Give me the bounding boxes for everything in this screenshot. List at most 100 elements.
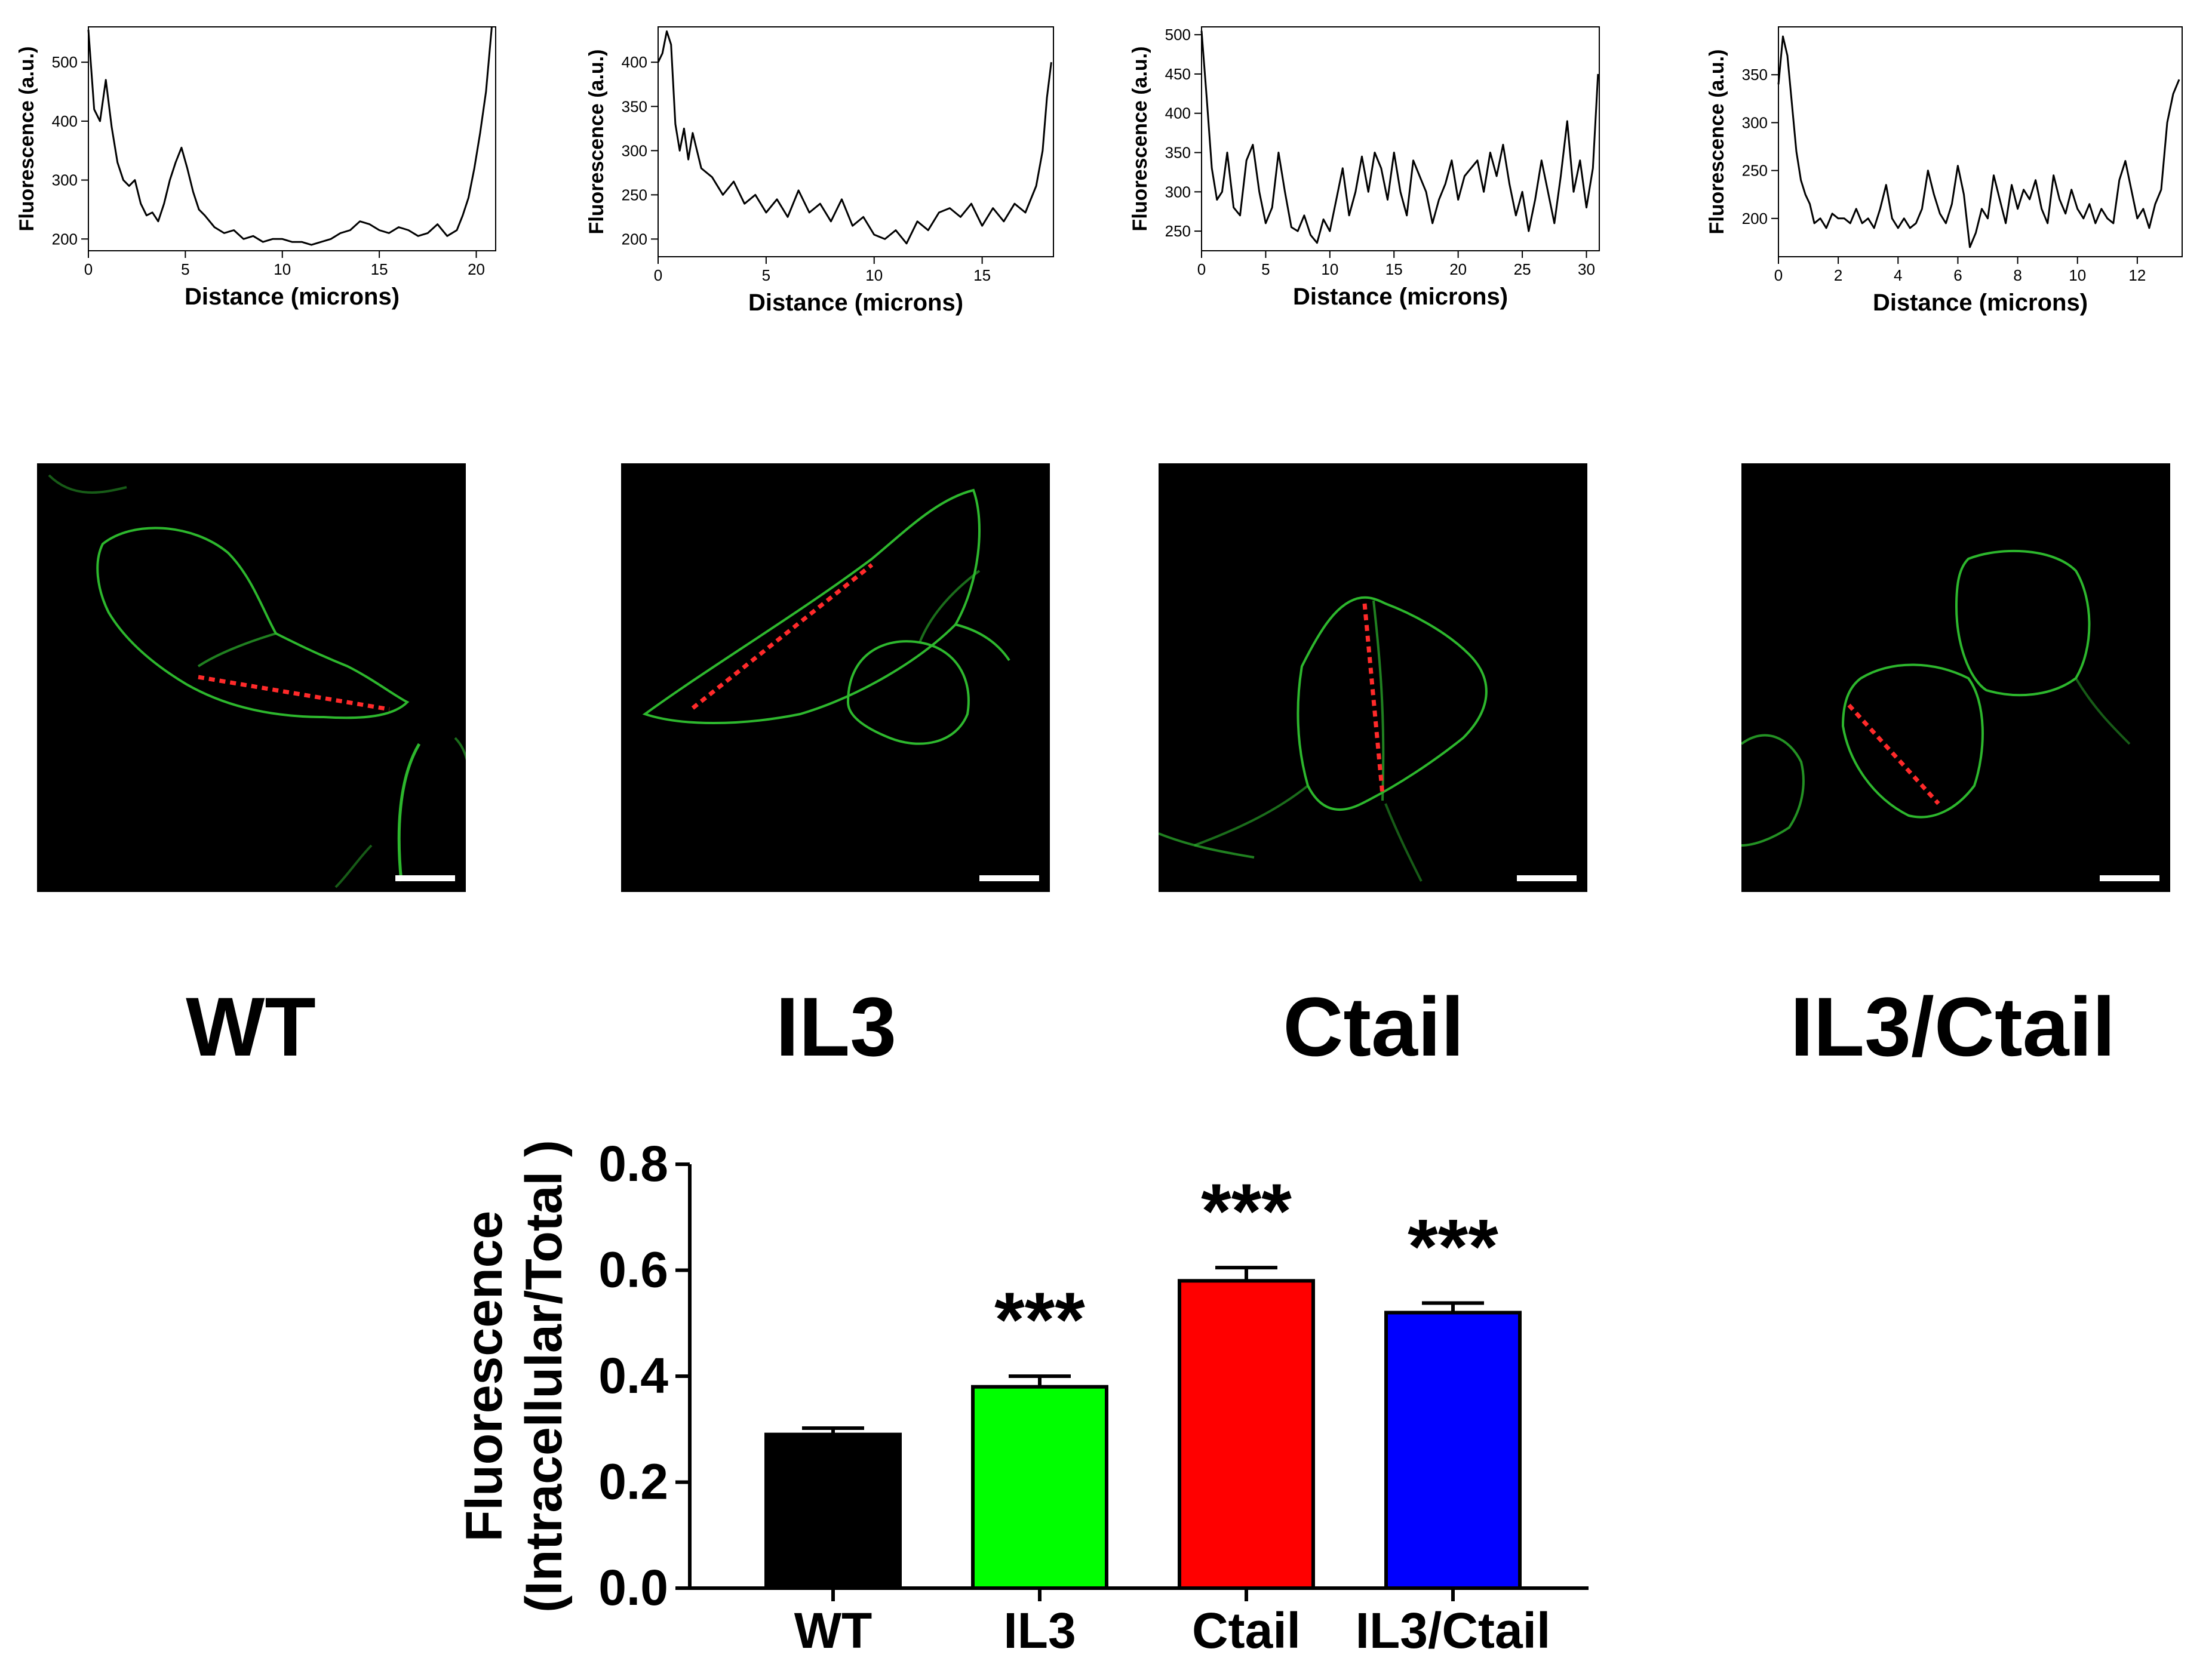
scale-bar [2100,875,2159,881]
x-tick-label: 10 [865,266,883,284]
x-tick-label: 30 [1578,260,1595,278]
line-profile-chart-il3: 0 5 10 15 200 250 300 350 400 Distance (microns) F… [585,26,1054,316]
profile-line [1777,35,2180,248]
y-tick-label: 300 [1742,113,1768,131]
cell-membrane [642,488,1010,745]
micrograph-wt [37,463,466,892]
x-tick-label: 15 [973,266,991,284]
y-tick-label: 200 [622,230,647,248]
y-axis-label: Fluorescence (a.u.) [585,50,608,235]
micrograph-il3 [621,463,1050,892]
y-tick-label: 350 [1742,66,1768,84]
x-tick-label: 10 [274,260,291,278]
condition-label-wt: WT [186,980,316,1073]
line-scan-trace [1362,603,1385,795]
condition-label-il3-ctail: IL3/Ctail [1790,980,2116,1073]
y-tick-label: 400 [52,112,78,130]
micrograph-il3-ctail [1741,463,2170,892]
y-axis-label-line2: (Intracellular/Total ) [515,1140,573,1613]
y-tick-label: 300 [1165,183,1191,201]
x-tick-label: 10 [2069,266,2086,284]
x-tick-label: IL3/Ctail [1356,1602,1551,1658]
line-profile-chart-ctail: 0 5 10 15 20 25 30 250 300 350 400 450 500 Distance (… [1129,26,1600,310]
line-profile-chart-il3-ctail: 0 2 4 6 8 10 12 200 250 300 350 Distance (microns) F… [1706,26,2183,316]
y-tick-label: 0.4 [598,1348,668,1404]
condition-label-ctail: Ctail [1283,980,1464,1073]
y-tick-label: 0.2 [598,1454,668,1510]
line-profile-chart-wt: 0 5 10 15 20 200 300 400 500 Distance (microns) Fl… [16,26,496,310]
x-tick-label: 0 [1197,260,1206,278]
significance-annotation: *** [1408,1203,1498,1290]
y-tick-label: 200 [52,230,78,248]
x-tick-label: WT [794,1602,872,1658]
y-axis-label: Fluorescence (a.u.) [1706,50,1728,235]
scale-bar [395,875,455,881]
y-tick-label: 400 [1165,104,1191,122]
x-axis-label: Distance (microns) [1293,284,1508,310]
plot-frame [1778,26,2183,257]
x-tick-label: 0 [654,266,662,284]
x-tick-label: 12 [2128,266,2146,284]
y-tick-label: 0.6 [598,1242,668,1298]
x-tick-label: 15 [371,260,388,278]
x-tick-label: 0 [84,260,93,278]
line-scan-trace [1847,703,1940,805]
x-tick-label: Ctail [1192,1602,1301,1658]
y-tick-label: 250 [1165,222,1191,240]
x-tick-label: 0 [1774,266,1783,284]
significance-annotation: *** [1201,1167,1292,1254]
y-tick-label: 350 [622,97,647,115]
y-axis-label-line1: Fluorescence [456,1211,513,1542]
x-tick-label: 2 [1834,266,1842,284]
cell-membrane [1159,596,1488,882]
y-axis-label: Fluorescence (a.u.) [1129,47,1151,232]
profile-line [87,26,493,246]
y-tick-label: 250 [622,186,647,204]
x-tick-label: 15 [1385,260,1403,278]
y-axis-label: Fluorescence (a.u.) [16,47,38,232]
plot-frame [1201,26,1600,251]
plot-frame [658,26,1054,257]
bar-3 [1384,1311,1522,1590]
cell-membrane [1741,549,2131,847]
x-tick-label: 10 [1321,260,1338,278]
y-tick-label: 350 [1165,144,1191,162]
x-axis-label: Distance (microns) [748,290,963,316]
y-tick-label: 500 [52,53,78,71]
significance-annotation: *** [994,1276,1085,1363]
y-tick-label: 300 [52,171,78,189]
x-tick-label: 4 [1894,266,1902,284]
x-tick-label: 8 [2013,266,2021,284]
y-tick-label: 300 [622,142,647,159]
y-tick-label: 400 [622,53,647,71]
x-tick-label: 25 [1514,260,1531,278]
x-tick-label: 6 [1953,266,1962,284]
x-tick-label: IL3 [1003,1602,1076,1658]
scale-bar [979,875,1039,881]
x-tick-label: 5 [181,260,189,278]
y-tick-label: 200 [1742,210,1768,227]
x-tick-label: 20 [1449,260,1467,278]
y-tick-label: 500 [1165,26,1191,44]
condition-label-il3: IL3 [775,980,897,1073]
y-tick-label: 250 [1742,162,1768,180]
cell-membrane [48,474,466,888]
line-scan-trace [691,563,874,710]
line-scan-trace [198,675,390,712]
x-tick-label: 5 [762,266,770,284]
bar-chart: 0.0 0.2 0.4 0.6 0.8 WT IL3 *** Ctail *** IL3/Ctail… [456,1136,1589,1658]
x-axis-label: Distance (microns) [185,284,400,310]
bar-2 [1178,1279,1315,1590]
y-tick-label: 450 [1165,65,1191,83]
y-tick-label: 0.0 [598,1559,668,1616]
scale-bar [1517,875,1577,881]
x-axis-label: Distance (microns) [1873,290,2088,316]
plot-frame [88,26,496,251]
bar-1 [971,1385,1108,1590]
profile-line [657,30,1052,245]
profile-line [1200,30,1599,244]
y-tick-label: 0.8 [598,1136,668,1192]
x-tick-label: 5 [1261,260,1270,278]
x-tick-label: 20 [468,260,485,278]
bar-0 [764,1432,902,1590]
